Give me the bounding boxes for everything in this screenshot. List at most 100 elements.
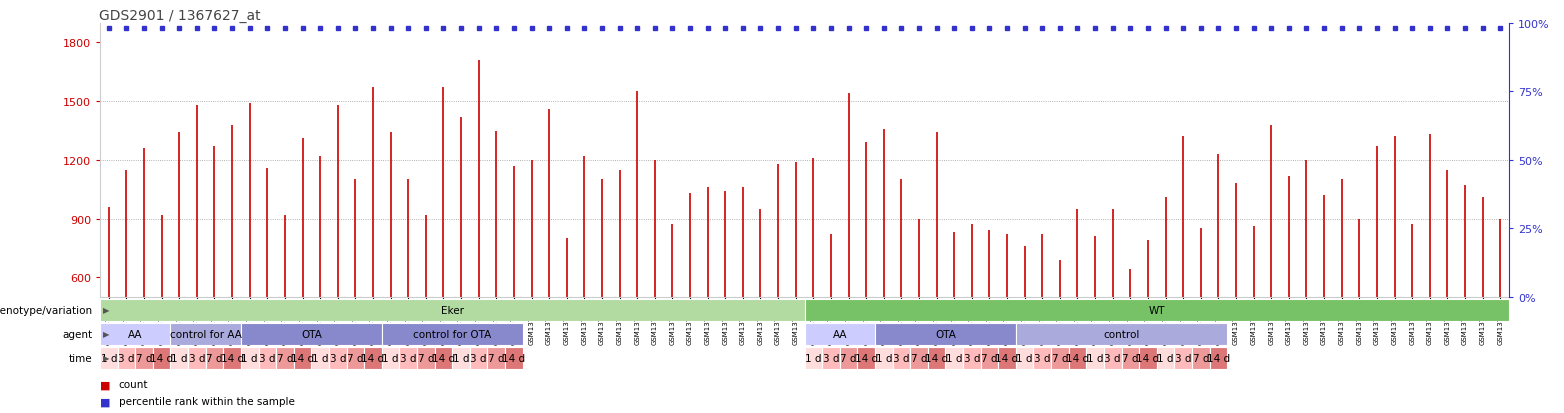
Text: ▶: ▶ xyxy=(103,354,109,363)
Bar xyxy=(241,323,382,345)
Bar xyxy=(1051,347,1068,369)
Text: ▶: ▶ xyxy=(103,306,109,315)
Text: 3 d: 3 d xyxy=(1034,353,1051,363)
Text: control for AA: control for AA xyxy=(170,329,241,339)
Bar xyxy=(294,347,311,369)
Text: Eker: Eker xyxy=(441,305,465,315)
Bar xyxy=(1139,347,1157,369)
Bar xyxy=(998,347,1017,369)
Text: 3 d: 3 d xyxy=(963,353,981,363)
Bar xyxy=(804,299,1509,321)
Bar xyxy=(488,347,505,369)
Bar xyxy=(188,347,206,369)
Bar xyxy=(804,323,874,345)
Text: control: control xyxy=(1103,329,1140,339)
Bar xyxy=(823,347,840,369)
Bar xyxy=(258,347,277,369)
Text: 3 d: 3 d xyxy=(119,353,135,363)
Text: 1 d: 1 d xyxy=(1017,353,1032,363)
Text: 3 d: 3 d xyxy=(189,353,205,363)
Text: 3 d: 3 d xyxy=(471,353,486,363)
Bar xyxy=(874,347,893,369)
Text: agent: agent xyxy=(63,329,92,339)
Bar xyxy=(206,347,224,369)
Text: 1 d: 1 d xyxy=(454,353,469,363)
Text: 14 d: 14 d xyxy=(924,353,948,363)
Text: ■: ■ xyxy=(100,396,111,406)
Text: 7 d: 7 d xyxy=(1121,353,1139,363)
Text: OTA: OTA xyxy=(300,329,322,339)
Text: 3 d: 3 d xyxy=(330,353,346,363)
Bar xyxy=(893,347,910,369)
Bar xyxy=(135,347,153,369)
Bar xyxy=(418,347,435,369)
Bar xyxy=(382,347,399,369)
Bar xyxy=(100,323,170,345)
Text: 3 d: 3 d xyxy=(400,353,416,363)
Text: 14 d: 14 d xyxy=(291,353,314,363)
Bar xyxy=(347,347,364,369)
Text: ▶: ▶ xyxy=(103,330,109,339)
Bar xyxy=(1209,347,1228,369)
Bar xyxy=(382,323,522,345)
Text: 1 d: 1 d xyxy=(311,353,328,363)
Bar xyxy=(927,347,945,369)
Text: 3 d: 3 d xyxy=(260,353,275,363)
Text: 1 d: 1 d xyxy=(805,353,821,363)
Text: WT: WT xyxy=(1148,305,1165,315)
Text: 14 d: 14 d xyxy=(150,353,174,363)
Bar xyxy=(224,347,241,369)
Bar xyxy=(874,323,1017,345)
Text: 1 d: 1 d xyxy=(241,353,258,363)
Text: 14 d: 14 d xyxy=(1207,353,1229,363)
Text: 14 d: 14 d xyxy=(854,353,877,363)
Bar xyxy=(1157,347,1175,369)
Text: 3 d: 3 d xyxy=(1104,353,1121,363)
Bar xyxy=(1192,347,1209,369)
Bar xyxy=(804,347,823,369)
Text: AA: AA xyxy=(128,329,142,339)
Bar xyxy=(364,347,382,369)
Bar xyxy=(963,347,981,369)
Bar xyxy=(100,347,117,369)
Text: count: count xyxy=(119,379,149,389)
Bar xyxy=(1175,347,1192,369)
Text: 14 d: 14 d xyxy=(361,353,385,363)
Text: ■: ■ xyxy=(100,379,111,389)
Bar xyxy=(399,347,418,369)
Text: percentile rank within the sample: percentile rank within the sample xyxy=(119,396,294,406)
Bar xyxy=(1087,347,1104,369)
Text: genotype/variation: genotype/variation xyxy=(0,305,92,315)
Bar xyxy=(170,347,188,369)
Text: 7 d: 7 d xyxy=(1192,353,1209,363)
Text: control for OTA: control for OTA xyxy=(413,329,491,339)
Text: 7 d: 7 d xyxy=(1051,353,1068,363)
Text: AA: AA xyxy=(832,329,848,339)
Bar xyxy=(153,347,170,369)
Bar xyxy=(241,347,258,369)
Text: 14 d: 14 d xyxy=(502,353,526,363)
Bar xyxy=(277,347,294,369)
Text: 1 d: 1 d xyxy=(1087,353,1103,363)
Bar xyxy=(945,347,963,369)
Text: 14 d: 14 d xyxy=(1137,353,1159,363)
Text: 14 d: 14 d xyxy=(995,353,1018,363)
Text: 1 d: 1 d xyxy=(382,353,399,363)
Text: 7 d: 7 d xyxy=(910,353,927,363)
Text: 1 d: 1 d xyxy=(170,353,188,363)
Bar xyxy=(452,347,469,369)
Bar xyxy=(1068,347,1087,369)
Bar xyxy=(1017,323,1228,345)
Bar xyxy=(170,323,241,345)
Bar xyxy=(1121,347,1139,369)
Text: 1 d: 1 d xyxy=(876,353,891,363)
Text: 7 d: 7 d xyxy=(418,353,435,363)
Text: 7 d: 7 d xyxy=(206,353,222,363)
Text: 7 d: 7 d xyxy=(347,353,364,363)
Text: 7 d: 7 d xyxy=(981,353,998,363)
Bar xyxy=(435,347,452,369)
Text: OTA: OTA xyxy=(935,329,956,339)
Bar xyxy=(505,347,522,369)
Bar xyxy=(1017,347,1034,369)
Bar xyxy=(910,347,927,369)
